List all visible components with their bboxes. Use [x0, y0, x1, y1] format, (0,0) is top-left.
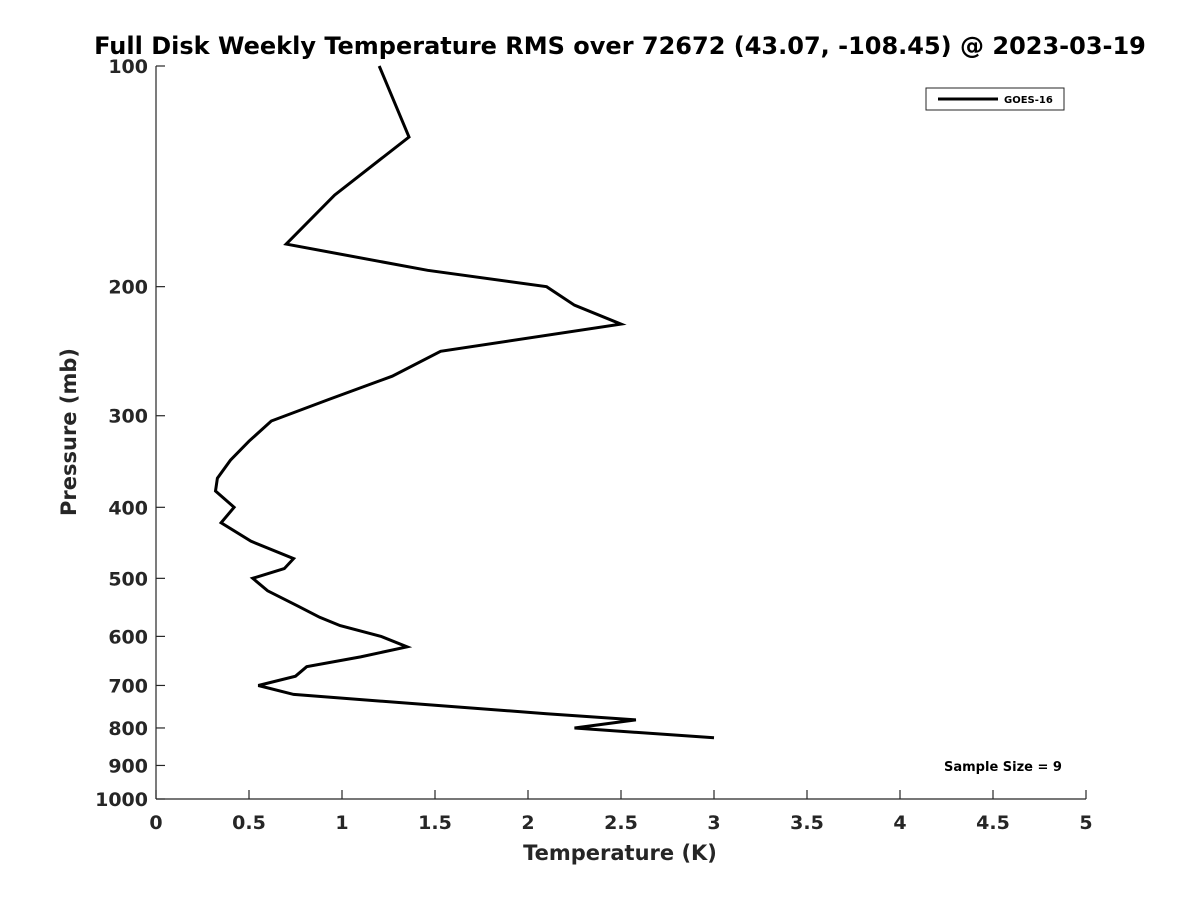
series-layer [213, 65, 715, 740]
series-line-goes-16 [213, 65, 715, 740]
x-tick-label: 2 [521, 812, 534, 834]
x-tick-label: 0 [149, 812, 162, 834]
plot-area: 0 0.5 1 1.5 2 2.5 3 3.5 4 4.5 5 100 200 300 400 500 600… [95, 56, 1093, 834]
y-tick-label: 700 [108, 675, 148, 697]
x-axis-label: Temperature (K) [523, 841, 717, 865]
x-tick-label: 1.5 [418, 812, 452, 834]
x-tick-label: 5 [1079, 812, 1092, 834]
sample-size-annotation: Sample Size = 9 [944, 760, 1062, 775]
x-tick-label: 4 [893, 812, 906, 834]
y-tick-label: 1000 [95, 789, 148, 811]
y-tick-label: 900 [108, 755, 148, 777]
x-tick-label: 0.5 [232, 812, 266, 834]
y-tick-label: 400 [108, 497, 148, 519]
x-tick-label: 4.5 [976, 812, 1010, 834]
y-tick-label: 100 [108, 56, 148, 78]
x-ticks: 0 0.5 1 1.5 2 2.5 3 3.5 4 4.5 5 [149, 790, 1093, 834]
legend-entry-goes-16: GOES-16 [1004, 95, 1053, 106]
y-ticks: 100 200 300 400 500 600 700 800 900 1000 [95, 56, 165, 811]
y-tick-label: 500 [108, 568, 148, 590]
x-tick-label: 2.5 [604, 812, 638, 834]
y-tick-label: 300 [108, 406, 148, 428]
y-tick-label: 600 [108, 626, 148, 648]
x-tick-label: 1 [335, 812, 348, 834]
y-tick-label: 800 [108, 718, 148, 740]
chart-title: Full Disk Weekly Temperature RMS over 72… [94, 32, 1146, 60]
legend: GOES-16 [925, 87, 1065, 111]
x-tick-label: 3 [707, 812, 720, 834]
x-tick-label: 3.5 [790, 812, 824, 834]
y-axis-label: Pressure (mb) [57, 348, 81, 516]
y-tick-label: 200 [108, 277, 148, 299]
